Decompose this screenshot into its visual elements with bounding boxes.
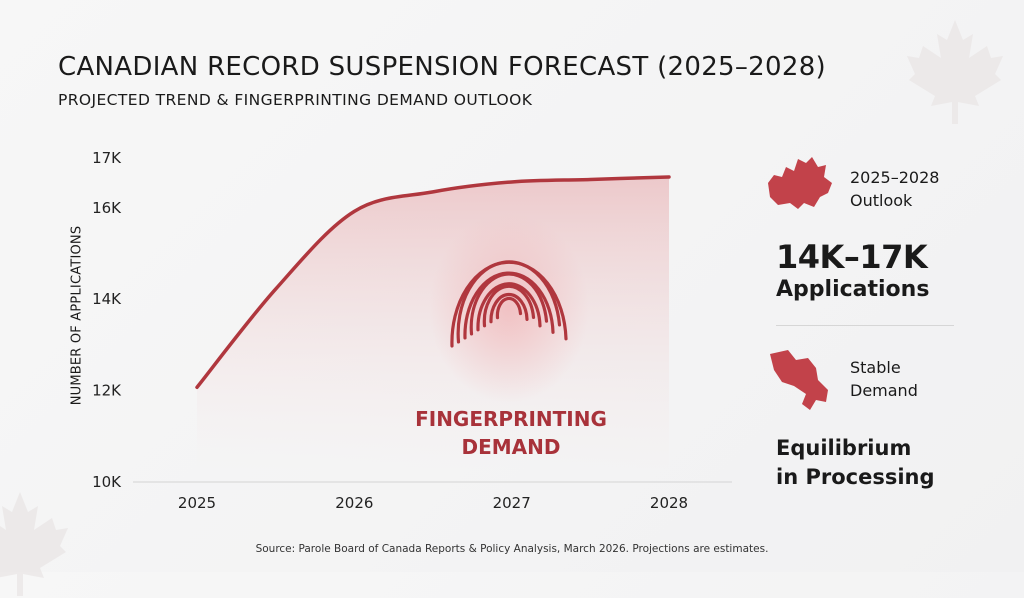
annotation-line2: DEMAND <box>400 433 622 461</box>
y-axis-label: NUMBER OF APPLICATIONS <box>70 221 85 411</box>
equilibrium-label: Equilibrium in Processing <box>776 434 935 492</box>
equil-line1: Equilibrium <box>776 434 935 463</box>
source-note: Source: Parole Board of Canada Reports &… <box>0 543 1024 555</box>
divider <box>776 325 954 326</box>
stable-demand-label: Stable Demand <box>850 356 918 402</box>
outlook-line2: Outlook <box>850 189 939 212</box>
x-tick-label: 2028 <box>650 494 688 512</box>
annotation-line1: FINGERPRINTING <box>400 405 622 433</box>
outlook-line1: 2025–2028 <box>850 166 939 189</box>
y-tick-label: 17K <box>92 149 122 167</box>
x-tick-label: 2027 <box>493 494 531 512</box>
x-tick-label: 2025 <box>178 494 216 512</box>
outlook-label: 2025–2028 Outlook <box>850 166 939 212</box>
range-label: Applications <box>776 277 929 302</box>
stable-line2: Demand <box>850 379 918 402</box>
y-tick-label: 12K <box>92 382 122 400</box>
y-tick-label: 14K <box>92 290 122 308</box>
x-tick-label: 2026 <box>335 494 373 512</box>
ontario-map-icon <box>766 346 836 416</box>
equil-line2: in Processing <box>776 463 935 492</box>
y-tick-label: 16K <box>92 199 122 217</box>
fingerprinting-demand-annotation: FINGERPRINTING DEMAND <box>400 405 622 461</box>
range-value: 14K–17K <box>776 238 927 276</box>
stable-line1: Stable <box>850 356 918 379</box>
canada-map-icon <box>764 153 836 215</box>
fingerprint-icon <box>429 213 589 403</box>
y-tick-label: 10K <box>92 473 122 491</box>
